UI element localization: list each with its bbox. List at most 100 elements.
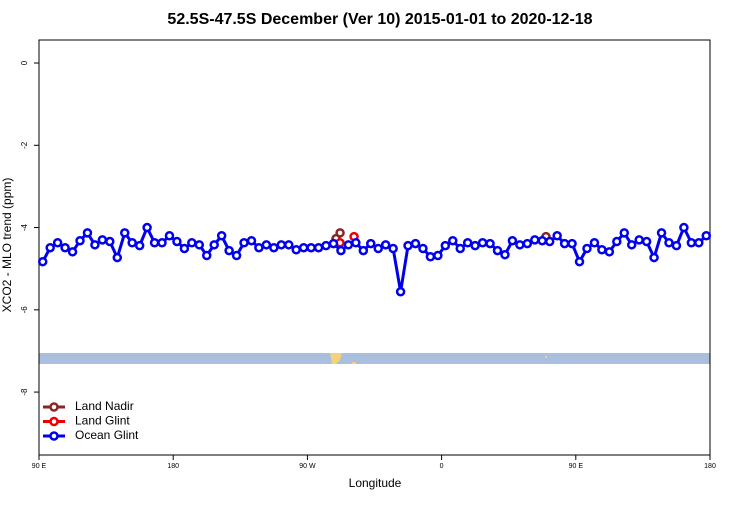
chart-title: 52.5S-47.5S December (Ver 10) 2015-01-01… xyxy=(167,11,592,28)
data-point xyxy=(284,240,294,250)
data-point xyxy=(82,228,93,238)
data-point xyxy=(641,236,652,247)
x-tick-label: 90 E xyxy=(32,463,47,470)
data-point xyxy=(455,243,465,254)
data-point xyxy=(425,252,436,262)
y-axis-label: XCO2 - MLO trend (ppm) xyxy=(0,178,14,313)
data-point xyxy=(179,243,190,254)
data-point xyxy=(582,243,592,254)
data-point xyxy=(492,245,503,256)
data-point xyxy=(239,238,249,248)
legend-marker xyxy=(49,431,59,441)
data-point xyxy=(485,238,495,249)
data-point xyxy=(335,228,345,238)
data-point xyxy=(544,236,555,247)
data-point xyxy=(261,240,272,250)
data-point xyxy=(351,238,361,248)
x-tick-label: 180 xyxy=(704,463,716,470)
data-point xyxy=(612,236,622,247)
data-point xyxy=(470,240,480,251)
data-point xyxy=(656,228,667,238)
x-tick-label: 180 xyxy=(167,463,179,470)
data-point xyxy=(45,242,55,253)
data-point xyxy=(134,240,145,251)
data-point xyxy=(313,242,324,253)
data-point xyxy=(172,236,182,247)
data-point xyxy=(37,256,48,267)
data-point xyxy=(559,238,570,249)
data-point xyxy=(328,238,339,249)
data-point xyxy=(306,242,316,253)
data-point xyxy=(388,243,398,254)
data-point xyxy=(336,245,346,256)
data-point xyxy=(634,235,644,245)
y-tick-label: -8 xyxy=(20,388,29,396)
data-point xyxy=(75,235,85,246)
data-point xyxy=(231,250,242,261)
x-tick-label: 90 W xyxy=(299,463,316,470)
data-point xyxy=(291,245,301,255)
map-strip xyxy=(39,353,710,364)
legend-marker xyxy=(49,416,59,427)
data-point xyxy=(604,247,615,257)
data-point xyxy=(664,238,674,248)
data-point xyxy=(298,242,309,253)
data-point xyxy=(149,238,160,248)
legend-label: Land Nadir xyxy=(75,399,134,413)
data-point xyxy=(276,240,287,250)
legend-label: Land Glint xyxy=(75,414,130,428)
data-point xyxy=(358,245,369,256)
data-point xyxy=(67,247,78,257)
data-point xyxy=(507,235,518,246)
data-point xyxy=(269,242,279,253)
data-point xyxy=(216,231,227,241)
data-point xyxy=(522,238,533,249)
x-tick-label: 0 xyxy=(440,463,444,470)
data-point xyxy=(589,238,600,248)
data-point xyxy=(395,286,406,297)
data-point xyxy=(157,238,167,248)
data-point xyxy=(209,240,219,250)
y-tick-label: -6 xyxy=(20,306,29,314)
land-patch xyxy=(352,362,356,364)
y-tick-label: 0 xyxy=(20,60,29,65)
data-point xyxy=(52,238,63,248)
data-point xyxy=(679,222,689,233)
data-point xyxy=(537,235,547,246)
data-point xyxy=(418,243,428,254)
data-point xyxy=(552,231,562,241)
data-point xyxy=(187,238,197,248)
data-point xyxy=(410,238,421,249)
y-tick-label: -2 xyxy=(20,141,29,149)
x-axis-label: Longitude xyxy=(349,476,402,490)
y-tick-label: -4 xyxy=(20,223,29,231)
data-point xyxy=(343,240,354,250)
land-patch xyxy=(545,356,547,358)
data-point xyxy=(90,240,100,250)
data-point xyxy=(686,238,697,248)
data-point xyxy=(105,236,115,247)
data-point xyxy=(366,238,376,249)
data-point xyxy=(440,240,451,251)
data-point xyxy=(254,242,264,253)
data-point xyxy=(127,238,137,248)
data-point xyxy=(142,222,152,233)
legend-marker xyxy=(49,402,59,412)
land-patch xyxy=(330,353,342,364)
data-point xyxy=(448,235,458,246)
data-point xyxy=(97,235,108,245)
data-point xyxy=(515,240,525,250)
data-point xyxy=(433,250,443,261)
data-point xyxy=(477,238,488,248)
data-point xyxy=(619,228,630,238)
data-point xyxy=(530,235,540,245)
x-tick-label: 90 E xyxy=(569,463,584,470)
data-point xyxy=(119,228,130,238)
data-point xyxy=(60,242,70,253)
data-point xyxy=(574,256,585,267)
data-point xyxy=(112,252,123,263)
data-point xyxy=(567,238,577,249)
data-point xyxy=(202,250,212,261)
data-point xyxy=(321,240,331,251)
